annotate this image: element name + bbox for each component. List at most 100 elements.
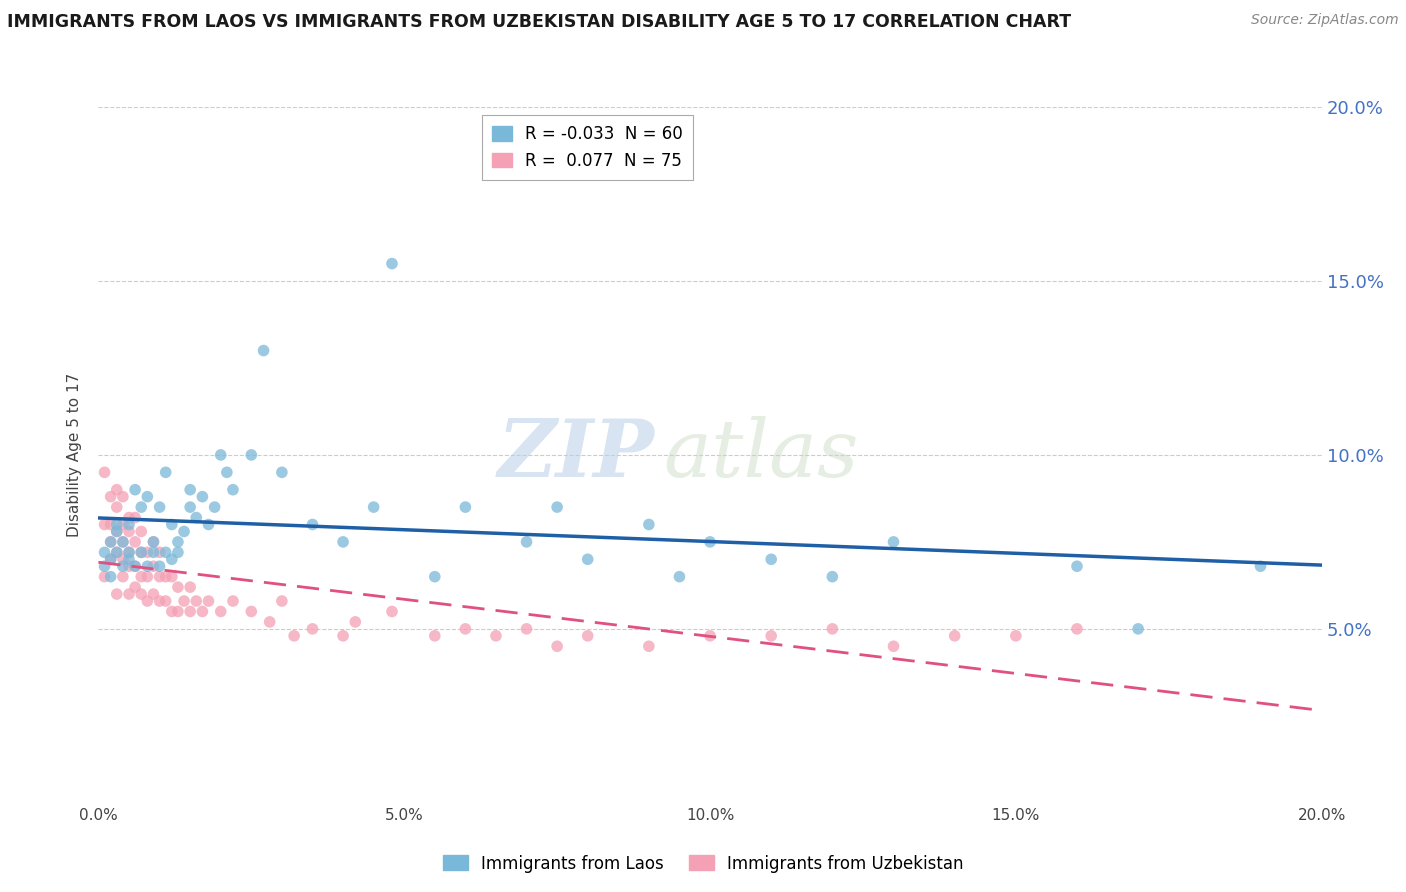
Point bbox=[191, 490, 214, 504]
Point bbox=[93, 545, 115, 559]
Point bbox=[363, 500, 385, 514]
Point bbox=[136, 570, 159, 584]
Point bbox=[209, 605, 232, 619]
Legend: Immigrants from Laos, Immigrants from Uzbekistan: Immigrants from Laos, Immigrants from Uz… bbox=[436, 848, 970, 880]
Point bbox=[149, 545, 172, 559]
Point bbox=[124, 580, 146, 594]
Point bbox=[179, 580, 201, 594]
Point bbox=[136, 594, 159, 608]
Point bbox=[204, 500, 226, 514]
Point bbox=[111, 570, 134, 584]
Point bbox=[259, 615, 281, 629]
Point bbox=[173, 594, 195, 608]
Point bbox=[283, 629, 305, 643]
Point bbox=[105, 545, 128, 559]
Point bbox=[105, 545, 128, 559]
Point bbox=[155, 466, 177, 480]
Point bbox=[111, 517, 134, 532]
Point bbox=[179, 605, 201, 619]
Point bbox=[118, 587, 141, 601]
Point bbox=[118, 524, 141, 539]
Point bbox=[1128, 622, 1150, 636]
Point bbox=[118, 517, 141, 532]
Point bbox=[883, 534, 905, 549]
Point bbox=[142, 559, 165, 574]
Point bbox=[160, 605, 183, 619]
Text: IMMIGRANTS FROM LAOS VS IMMIGRANTS FROM UZBEKISTAN DISABILITY AGE 5 TO 17 CORREL: IMMIGRANTS FROM LAOS VS IMMIGRANTS FROM … bbox=[7, 13, 1071, 31]
Point bbox=[215, 466, 238, 480]
Text: Source: ZipAtlas.com: Source: ZipAtlas.com bbox=[1251, 13, 1399, 28]
Point bbox=[332, 534, 354, 549]
Point bbox=[105, 524, 128, 539]
Point bbox=[1066, 622, 1088, 636]
Point bbox=[546, 500, 568, 514]
Point bbox=[129, 524, 152, 539]
Point bbox=[637, 517, 661, 532]
Point bbox=[252, 343, 274, 358]
Point bbox=[93, 559, 115, 574]
Point bbox=[118, 510, 141, 524]
Point bbox=[344, 615, 367, 629]
Point bbox=[124, 510, 146, 524]
Point bbox=[301, 517, 323, 532]
Point bbox=[167, 580, 190, 594]
Point bbox=[576, 629, 599, 643]
Y-axis label: Disability Age 5 to 17: Disability Age 5 to 17 bbox=[67, 373, 83, 537]
Point bbox=[155, 570, 177, 584]
Point bbox=[485, 629, 508, 643]
Point bbox=[186, 594, 208, 608]
Point bbox=[100, 552, 122, 566]
Point bbox=[100, 517, 122, 532]
Point bbox=[209, 448, 232, 462]
Point bbox=[93, 570, 115, 584]
Point bbox=[142, 545, 165, 559]
Point bbox=[821, 622, 844, 636]
Point bbox=[111, 534, 134, 549]
Point bbox=[105, 524, 128, 539]
Point bbox=[943, 629, 966, 643]
Text: atlas: atlas bbox=[664, 417, 859, 493]
Point bbox=[118, 545, 141, 559]
Point bbox=[699, 534, 721, 549]
Point bbox=[423, 570, 446, 584]
Point bbox=[124, 559, 146, 574]
Point bbox=[100, 552, 122, 566]
Point bbox=[136, 545, 159, 559]
Point bbox=[197, 517, 219, 532]
Point bbox=[222, 594, 245, 608]
Point bbox=[136, 559, 159, 574]
Point bbox=[105, 483, 128, 497]
Point bbox=[516, 534, 538, 549]
Point bbox=[100, 490, 122, 504]
Point bbox=[1249, 559, 1271, 574]
Point bbox=[191, 605, 214, 619]
Point bbox=[699, 629, 721, 643]
Point bbox=[160, 552, 183, 566]
Point bbox=[100, 570, 122, 584]
Point bbox=[93, 466, 115, 480]
Point bbox=[118, 552, 141, 566]
Point bbox=[759, 552, 782, 566]
Point bbox=[111, 559, 134, 574]
Point bbox=[454, 622, 477, 636]
Point bbox=[118, 545, 141, 559]
Point bbox=[160, 517, 183, 532]
Point bbox=[668, 570, 690, 584]
Point bbox=[270, 594, 292, 608]
Point bbox=[301, 622, 323, 636]
Point bbox=[167, 545, 190, 559]
Point bbox=[167, 605, 190, 619]
Point bbox=[332, 629, 354, 643]
Point bbox=[124, 559, 146, 574]
Point bbox=[129, 545, 152, 559]
Point bbox=[222, 483, 245, 497]
Point bbox=[105, 587, 128, 601]
Point bbox=[1066, 559, 1088, 574]
Point bbox=[454, 500, 477, 514]
Point bbox=[105, 517, 128, 532]
Point bbox=[142, 534, 165, 549]
Point bbox=[136, 490, 159, 504]
Text: ZIP: ZIP bbox=[498, 417, 655, 493]
Point bbox=[100, 534, 122, 549]
Point bbox=[105, 500, 128, 514]
